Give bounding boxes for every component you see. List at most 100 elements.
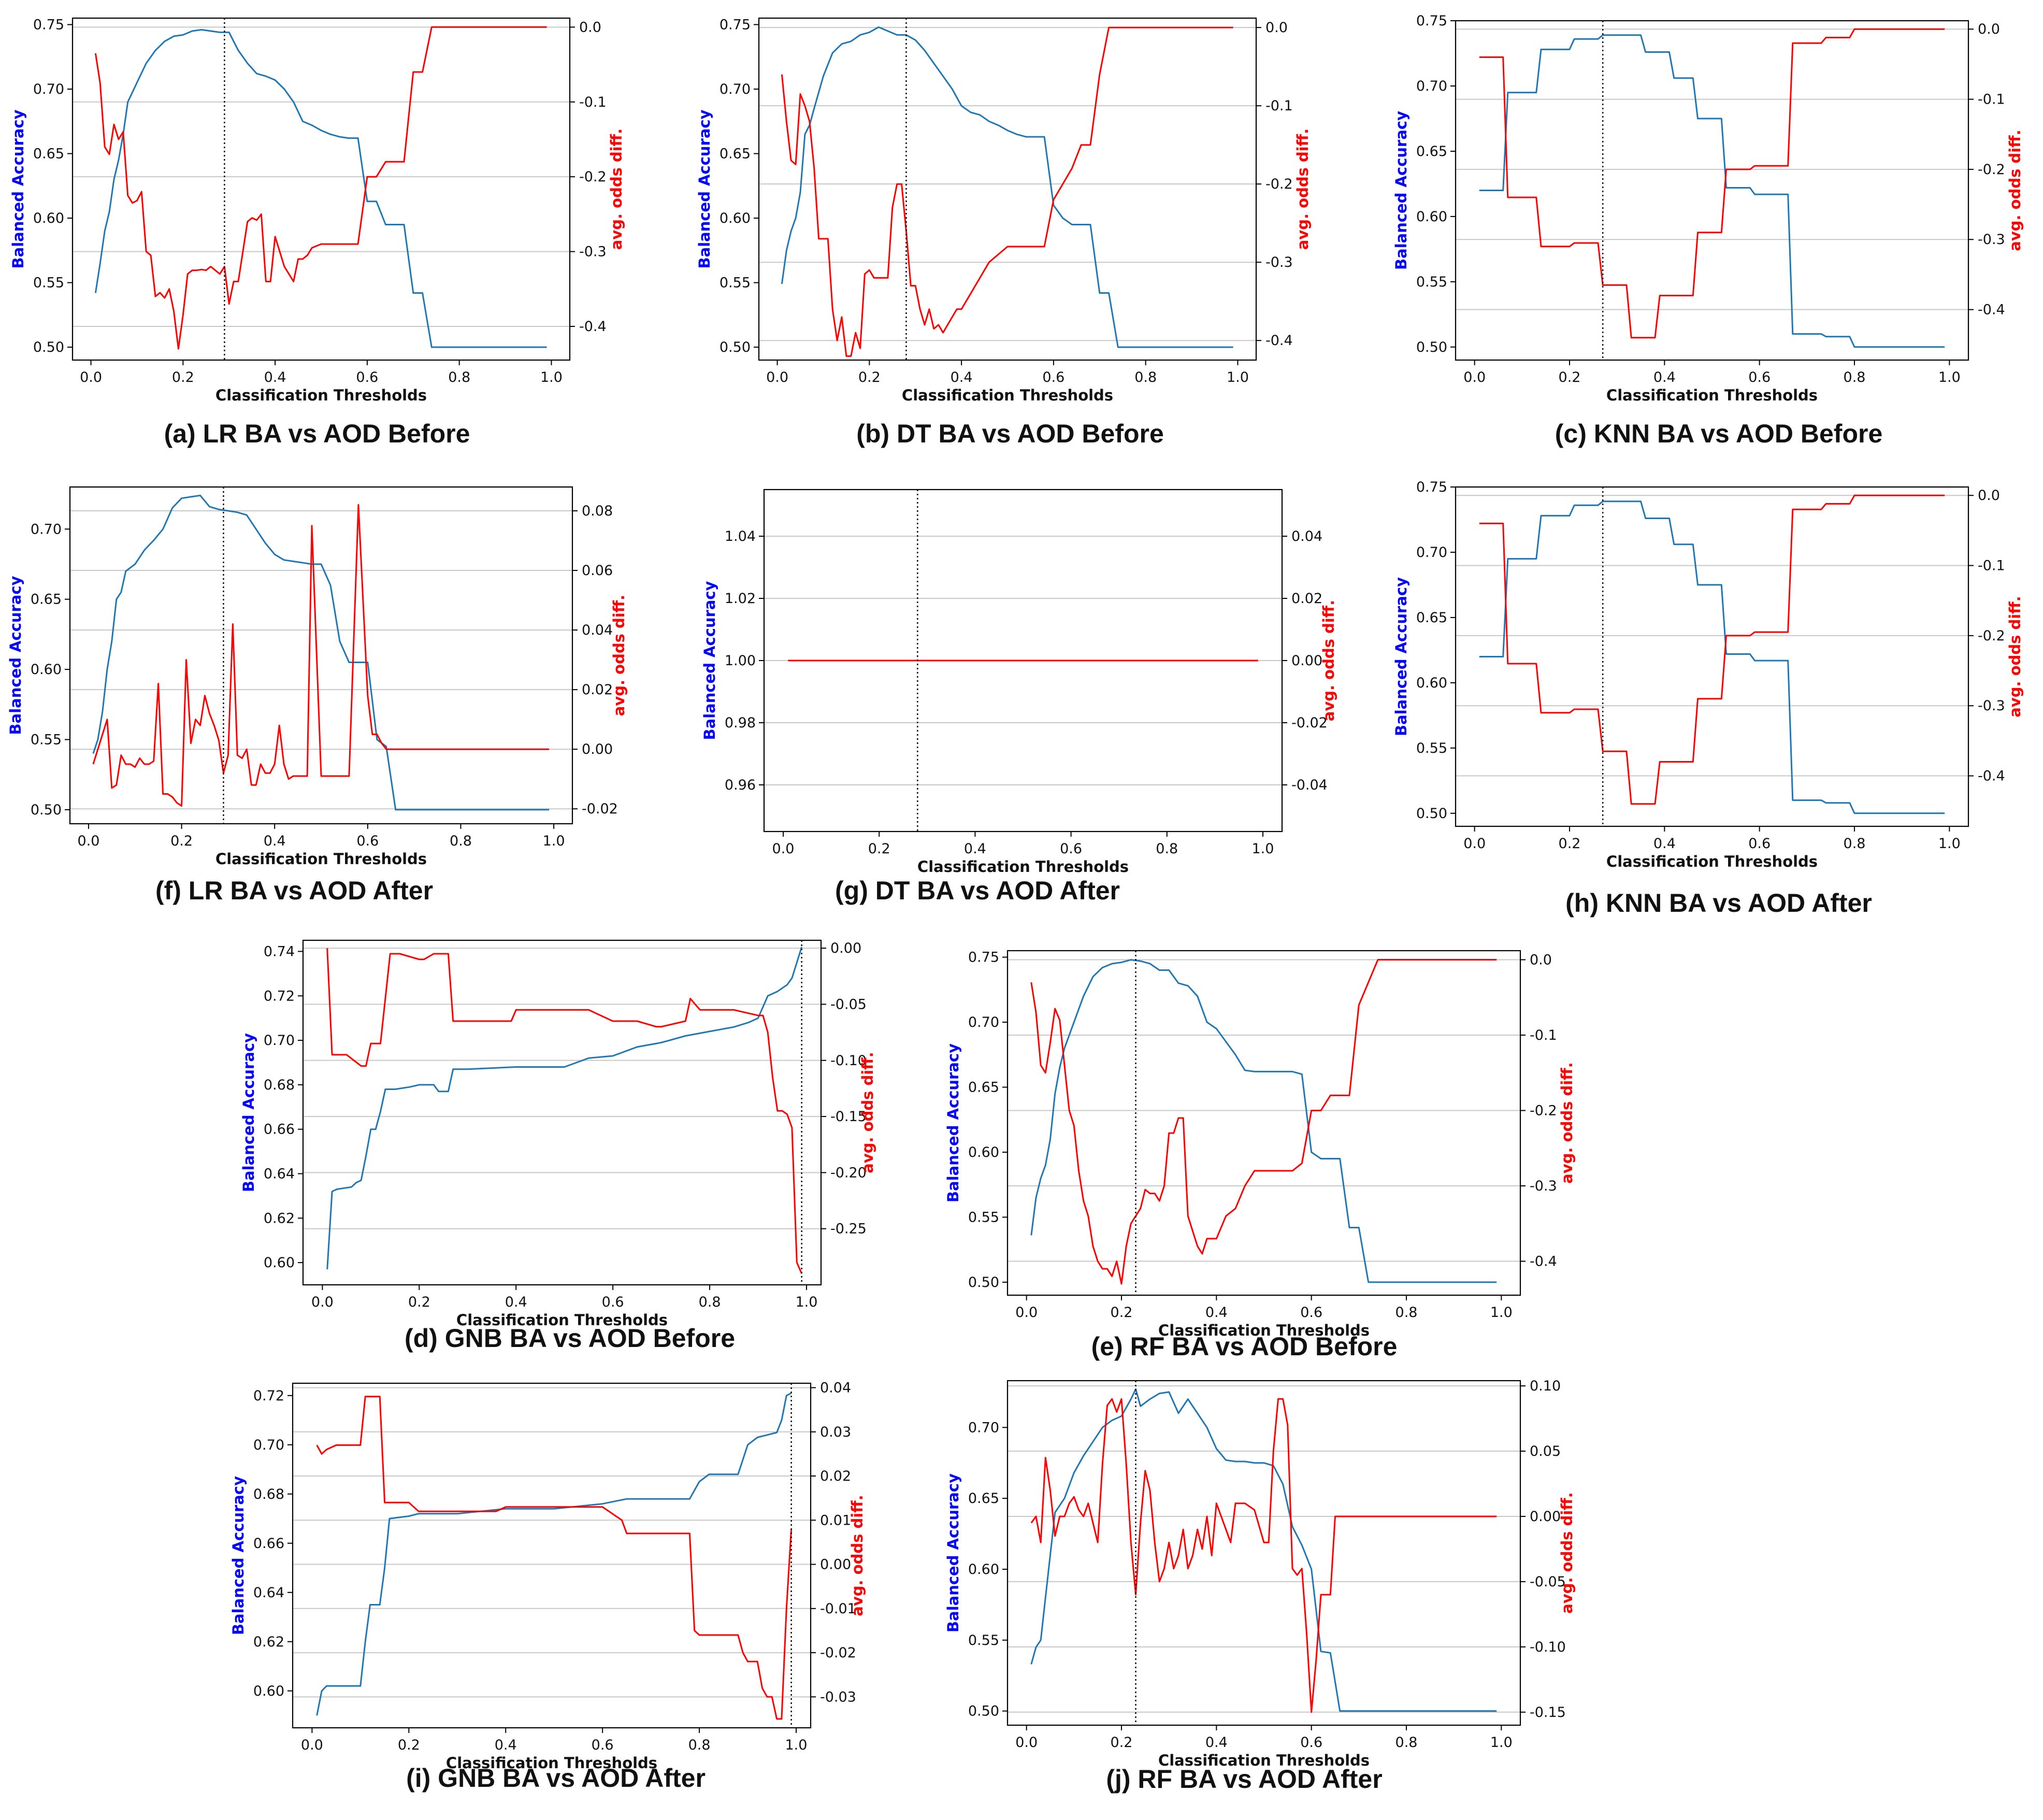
x-tick-label-i-0: 0.0: [301, 1737, 323, 1753]
y-tick-label-i-3: 0.66: [253, 1536, 284, 1552]
x-tick-label-c-5: 1.0: [1938, 369, 1961, 385]
y2-tick-label-a-4: -0.4: [579, 319, 607, 335]
ba-line-f: [92, 494, 550, 811]
axes-frame-j: [1006, 1380, 1521, 1726]
y2-tick-label-i-5: -0.01: [820, 1601, 856, 1617]
y2-tick-label-e-4: -0.4: [1530, 1254, 1557, 1270]
x-tick-label-a-2: 0.4: [264, 369, 286, 385]
y2-tick-label-c-2: -0.2: [1978, 162, 2005, 178]
y2-tick-label-g-2: 0.00: [1291, 653, 1322, 669]
x-tick-label-i-4: 0.8: [688, 1737, 711, 1753]
chart-panel-d: 0.0 0.2 0.4 0.6 0.8 1.0 0.60 0.62 0.64 0.66 0.68 0.…: [238, 933, 886, 1337]
caption-g: (g) DT BA vs AOD After: [835, 876, 1120, 905]
axes-frame-e: [1006, 950, 1521, 1296]
y2-tick-label-h-2: -0.2: [1978, 628, 2005, 644]
x-axis-label-f: Classification Thresholds: [215, 850, 427, 868]
x-tick-label-h-4: 0.8: [1844, 836, 1866, 852]
y-tick-label-g-0: 0.96: [725, 777, 756, 793]
x-tick-label-g-0: 0.0: [772, 841, 795, 857]
y2-tick-label-g-4: -0.04: [1291, 777, 1328, 793]
chart-panel-g: 0.0 0.2 0.4 0.6 0.8 1.0 0.96 0.98 1.00 1.02 1.04 0.…: [699, 477, 1337, 881]
chart-svg-a: 0.0 0.2 0.4 0.6 0.8 1.0 0.50 0.55 0.60 0.65 0.70 0.…: [9, 17, 625, 404]
y-tick-label-c-1: 0.55: [1416, 274, 1447, 290]
x-tick-label-e-2: 0.4: [1205, 1305, 1228, 1321]
x-tick-label-h-5: 1.0: [1938, 836, 1961, 852]
y2-tick-label-i-6: -0.02: [820, 1645, 856, 1661]
y-tick-label-c-4: 0.70: [1416, 78, 1447, 94]
y-tick-label-b-2: 0.60: [720, 210, 751, 226]
x-axis-label-c: Classification Thresholds: [1606, 386, 1818, 404]
x-tick-label-c-2: 0.4: [1653, 369, 1676, 385]
y-tick-label-b-1: 0.55: [720, 275, 751, 291]
x-tick-label-g-4: 0.8: [1156, 841, 1178, 857]
y2-tick-label-f-2: 0.04: [582, 622, 613, 638]
chart-svg-d: 0.0 0.2 0.4 0.6 0.8 1.0 0.60 0.62 0.64 0.66 0.68 0.…: [240, 939, 876, 1329]
caption-e: (e) RF BA vs AOD Before: [1091, 1332, 1398, 1361]
caption-h: (h) KNN BA vs AOD After: [1565, 888, 1872, 918]
y2-tick-label-c-1: -0.1: [1978, 92, 2005, 108]
ba-line-h: [1479, 500, 1945, 814]
x-axis-label-g: Classification Thresholds: [917, 858, 1129, 876]
y-tick-label-j-2: 0.60: [968, 1561, 999, 1578]
chart-svg-j: 0.0 0.2 0.4 0.6 0.8 1.0 0.50 0.55 0.60 0.65 0.70 0.…: [944, 1378, 1576, 1769]
chart-svg-c: 0.0 0.2 0.4 0.6 0.8 1.0 0.50 0.55 0.60 0.65 0.70 0.…: [1392, 13, 2024, 404]
y2-tick-label-h-0: 0.0: [1978, 488, 2000, 504]
y2-tick-label-j-4: -0.10: [1530, 1639, 1566, 1655]
aod-line-c: [1479, 28, 1945, 339]
y-tick-label-e-1: 0.55: [968, 1209, 999, 1225]
y2-tick-label-h-3: -0.3: [1978, 698, 2005, 714]
y2-tick-label-a-3: -0.3: [579, 244, 607, 260]
caption-c: (c) KNN BA vs AOD Before: [1555, 419, 1883, 448]
y2-tick-label-d-4: -0.20: [830, 1165, 867, 1181]
y-tick-label-e-2: 0.60: [968, 1144, 999, 1160]
y2-tick-label-j-0: 0.10: [1530, 1378, 1561, 1394]
x-tick-label-b-3: 0.6: [1042, 369, 1064, 385]
y2-tick-label-d-2: -0.10: [830, 1053, 867, 1069]
x-tick-label-h-0: 0.0: [1463, 836, 1486, 852]
x-tick-label-g-5: 1.0: [1251, 841, 1274, 857]
x-tick-label-i-5: 1.0: [785, 1737, 807, 1753]
y2-tick-label-h-1: -0.1: [1978, 558, 2005, 574]
y-tick-label-d-6: 0.72: [264, 988, 295, 1004]
y-axis-label-e: Balanced Accuracy: [944, 1043, 962, 1202]
chart-panel-a: 0.0 0.2 0.4 0.6 0.8 1.0 0.50 0.55 0.60 0.65 0.70 0.…: [9, 10, 625, 425]
chart-panel-i: 0.0 0.2 0.4 0.6 0.8 1.0 0.60 0.62 0.64 0.66 0.68 0.…: [228, 1373, 881, 1777]
y2-tick-label-i-3: 0.01: [820, 1512, 851, 1528]
x-tick-label-h-2: 0.4: [1653, 836, 1676, 852]
y-tick-label-d-0: 0.60: [264, 1255, 295, 1271]
x-tick-label-a-1: 0.2: [172, 369, 194, 385]
y2-tick-label-j-2: 0.00: [1530, 1509, 1561, 1525]
y2-axis-label-j: avg. odds diff.: [1558, 1492, 1576, 1613]
y2-tick-label-e-1: -0.1: [1530, 1027, 1557, 1043]
y2-axis-label-b: avg. odds diff.: [1294, 128, 1312, 250]
x-tick-label-b-4: 0.8: [1134, 369, 1157, 385]
y-tick-label-e-3: 0.65: [968, 1079, 999, 1095]
x-axis-label-i: Classification Thresholds: [446, 1754, 657, 1772]
chart-svg-e: 0.0 0.2 0.4 0.6 0.8 1.0 0.50 0.55 0.60 0.65 0.70 0.…: [944, 950, 1576, 1339]
x-tick-label-a-5: 1.0: [540, 369, 563, 385]
x-tick-label-i-3: 0.6: [592, 1737, 614, 1753]
x-tick-label-e-0: 0.0: [1015, 1305, 1038, 1321]
y2-tick-label-c-3: -0.3: [1978, 232, 2005, 248]
x-tick-label-j-1: 0.2: [1111, 1735, 1133, 1751]
aod-line-d: [326, 948, 802, 1274]
aod-line-i: [316, 1396, 793, 1720]
x-tick-label-j-3: 0.6: [1300, 1735, 1322, 1751]
axes-frame-d: [302, 939, 822, 1286]
y-tick-label-d-2: 0.64: [264, 1166, 295, 1182]
x-tick-label-a-3: 0.6: [356, 369, 378, 385]
y-tick-label-b-4: 0.70: [720, 81, 751, 97]
x-tick-label-f-3: 0.6: [356, 833, 379, 849]
y2-tick-label-i-4: 0.00: [820, 1557, 851, 1573]
y-axis-label-d: Balanced Accuracy: [240, 1033, 257, 1192]
y-tick-label-j-0: 0.50: [968, 1703, 999, 1719]
x-tick-label-f-1: 0.2: [170, 833, 193, 849]
y-axis-label-j: Balanced Accuracy: [944, 1473, 962, 1632]
axes-frame-h: [1455, 486, 1969, 827]
ba-line-i: [316, 1392, 792, 1716]
aod-line-j: [1030, 1398, 1497, 1713]
y-tick-label-e-5: 0.75: [968, 950, 999, 966]
y2-axis-label-e: avg. odds diff.: [1558, 1062, 1576, 1183]
x-axis-label-b: Classification Thresholds: [902, 386, 1113, 404]
y2-tick-label-b-3: -0.3: [1265, 254, 1293, 270]
